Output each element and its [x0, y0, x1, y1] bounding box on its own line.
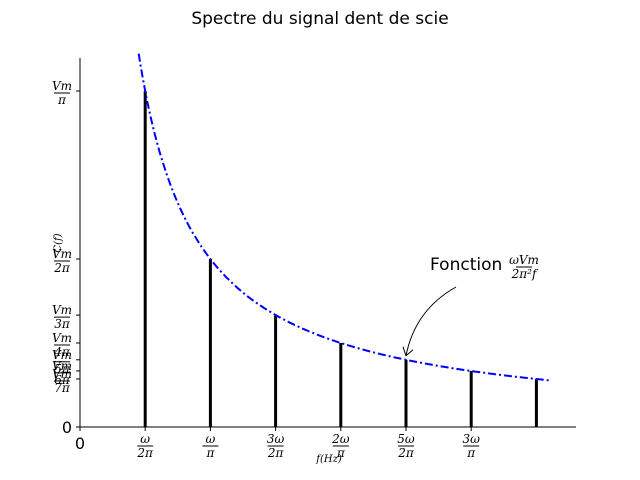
- y-tick-label-7-den: 7π: [54, 381, 71, 395]
- x-axis-label: f(Hz): [315, 454, 342, 465]
- y-axis-label: C(f): [53, 233, 64, 252]
- x-tick-label-2-den: π: [205, 446, 215, 460]
- x-tick-label-1-num: ω: [140, 432, 150, 446]
- annotation-arrowhead: [402, 346, 414, 357]
- y-tick-label-1-num: Vm: [52, 79, 72, 93]
- y-tick-label-6-den: 6π: [54, 373, 71, 387]
- x-tick-label-2: ωπ: [202, 432, 219, 460]
- y-tick-label-0: 0: [62, 418, 72, 437]
- x-tick-label-4-num: 2ω: [331, 432, 350, 446]
- x-tick-label-3-num: 3ω: [267, 432, 285, 446]
- annotation-formula-den: 2π²f: [511, 267, 539, 281]
- x-tick-label-4: 2ωπ: [331, 432, 350, 460]
- y-tick-label-4-num: Vm: [52, 331, 72, 345]
- y-tick-label-1: Vmπ: [52, 79, 72, 107]
- x-tick-label-6: 3ωπ: [462, 432, 480, 460]
- x-tick-label-6-num: 3ω: [462, 432, 480, 446]
- y-tick-label-7-num: Vm: [52, 367, 72, 381]
- x-tick-label-0: 0: [75, 434, 85, 453]
- x-tick-label-6-den: π: [466, 446, 476, 460]
- y-tick-label-3-num: Vm: [52, 303, 72, 317]
- x-tick-label-5-num: 5ω: [397, 432, 415, 446]
- x-tick-label-1: ω2π: [136, 432, 154, 460]
- y-tick-label-1-den: π: [57, 93, 67, 107]
- annotation-arrow: [405, 286, 457, 356]
- y-tick-label-6-num: Vm: [52, 359, 72, 373]
- y-tick-label-5-den: 5π: [54, 362, 71, 376]
- y-tick-label-2-den: 2π: [53, 261, 71, 275]
- annotation-formula-num: ωVm: [509, 253, 539, 267]
- x-tick-label-2-num: ω: [206, 432, 216, 446]
- y-tick-label-2-num: Vm: [52, 247, 72, 261]
- chart-title: Spectre du signal dent de scie: [191, 9, 448, 29]
- y-tick-label-5-num: Vm: [52, 348, 72, 362]
- x-tick-label-3-den: 2π: [267, 446, 285, 460]
- y-tick-label-4-den: 4π: [53, 345, 71, 359]
- plot-area: 0 ω2πωπ3ω2π2ωπ5ω2π3ωπ0VmπVm2πVm3πVm4πVm5π…: [52, 53, 576, 460]
- y-tick-label-3-den: 3π: [54, 317, 71, 331]
- x-tick-label-4-den: π: [336, 446, 346, 460]
- x-tick-label-5-den: 2π: [397, 446, 415, 460]
- envelope-curve: [137, 53, 550, 382]
- annotation-text: Fonction: [430, 255, 502, 275]
- x-tick-label-1-den: 2π: [136, 446, 154, 460]
